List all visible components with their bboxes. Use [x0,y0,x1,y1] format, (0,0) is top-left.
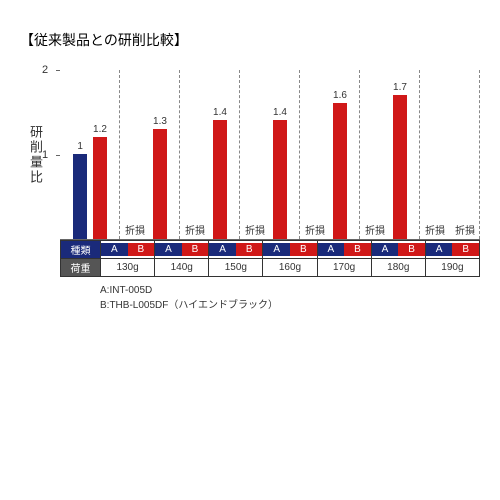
cell-b: B [398,243,425,256]
row-type-header: 種類 [61,241,101,259]
bar-value: 1.4 [213,107,227,118]
bar-value: 1 [77,141,83,152]
cell-a: A [372,243,399,256]
bar-group: 折損1.4 [180,70,240,239]
y-tick: 2 [42,64,48,76]
broken-label: 折損 [450,222,480,237]
bar-group: 折損1.6 [300,70,360,239]
load-cell: 180g [371,259,425,277]
bar-group: 折損1.7 [360,70,420,239]
legend-a: A:INT-005D [100,283,480,298]
type-cell: AB [263,241,317,259]
bar-value: 1.7 [393,82,407,93]
bar-b: 1.7 [393,95,407,240]
broken-label: 折損 [360,222,390,237]
bar-group: 折損1.3 [120,70,180,239]
bar-b: 1.4 [273,120,287,239]
bar-value: 1.4 [273,107,287,118]
broken-label: 折損 [300,222,330,237]
load-cell: 140g [155,259,209,277]
cell-a: A [155,243,182,256]
cell-b: B [452,243,479,256]
bar-b: 1.2 [93,137,107,239]
bar-b: 1.4 [213,120,227,239]
broken-label: 折損 [180,222,210,237]
bar-b: 1.3 [153,129,167,240]
cell-b: B [182,243,209,256]
type-cell: AB [209,241,263,259]
plot-area: 1211.2折損1.3折損1.4折損1.4折損1.6折損1.7折損折損 [60,70,480,240]
cell-a: A [263,243,290,256]
bar-group: 折損折損 [420,70,480,239]
type-cell: AB [317,241,371,259]
data-table: 種類 ABABABABABABAB 荷重 130g140g150g160g170… [60,240,480,277]
page-title: 【従来製品との研削比較】 [20,32,188,48]
cell-a: A [101,243,128,256]
type-cell: AB [101,241,155,259]
cell-a: A [209,243,236,256]
row-load-header: 荷重 [61,259,101,277]
type-cell: AB [371,241,425,259]
bar-group: 折損1.4 [240,70,300,239]
load-cell: 130g [101,259,155,277]
bar-value: 1.6 [333,90,347,101]
page: 【従来製品との研削比較】 研削量比 1211.2折損1.3折損1.4折損1.4折… [0,0,500,500]
load-cell: 190g [425,259,479,277]
table-row-type: 種類 ABABABABABABAB [61,241,480,259]
bar-value: 1.3 [153,116,167,127]
broken-label: 折損 [420,222,450,237]
bar-value: 1.2 [93,124,107,135]
cell-b: B [236,243,263,256]
bar-group: 11.2 [60,70,120,239]
cell-a: A [426,243,453,256]
load-cell: 150g [209,259,263,277]
load-cell: 160g [263,259,317,277]
y-tick: 1 [42,149,48,161]
load-cell: 170g [317,259,371,277]
legend: A:INT-005D B:THB-L005DF（ハイエンドブラック） [100,283,480,313]
broken-label: 折損 [120,222,150,237]
bar-b: 1.6 [333,103,347,239]
legend-b: B:THB-L005DF（ハイエンドブラック） [100,298,480,313]
type-cell: AB [155,241,209,259]
cell-b: B [344,243,371,256]
chart: 研削量比 1211.2折損1.3折損1.4折損1.4折損1.6折損1.7折損折損 [60,70,480,240]
table-row-load: 荷重 130g140g150g160g170g180g190g [61,259,480,277]
bar-a: 1 [73,154,87,239]
broken-label: 折損 [240,222,270,237]
cell-b: B [290,243,317,256]
title-wrap: 【従来製品との研削比較】 [20,30,480,50]
cell-a: A [318,243,345,256]
type-cell: AB [425,241,479,259]
cell-b: B [128,243,155,256]
